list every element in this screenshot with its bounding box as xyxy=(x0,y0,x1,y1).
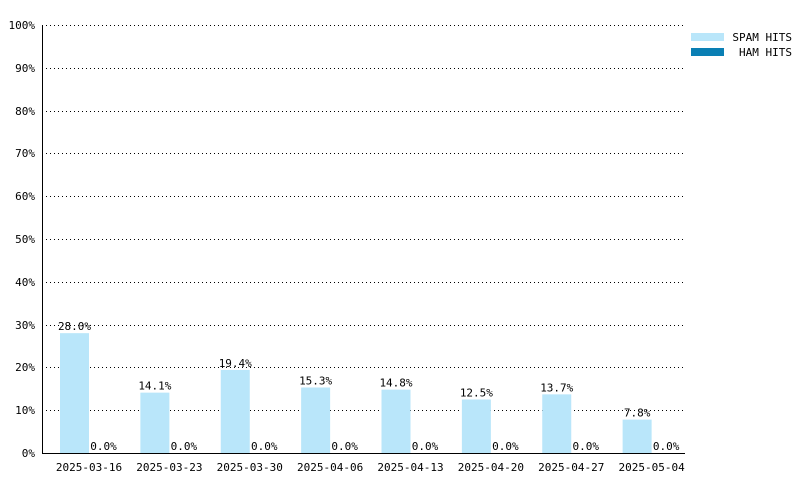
x-tick-label: 2025-03-16 xyxy=(56,461,122,474)
legend-label: HAM HITS xyxy=(739,46,792,59)
data-label: 14.1% xyxy=(138,380,171,393)
data-label: 28.0% xyxy=(58,320,91,333)
data-label: 0.0% xyxy=(331,440,358,453)
y-tick-label: 70% xyxy=(15,147,35,160)
x-tick-label: 2025-03-23 xyxy=(136,461,202,474)
data-label: 0.0% xyxy=(171,440,198,453)
legend-swatch xyxy=(691,48,724,56)
x-tick-label: 2025-04-06 xyxy=(297,461,363,474)
y-tick-label: 0% xyxy=(22,447,36,460)
x-tick-label: 2025-04-13 xyxy=(377,461,443,474)
data-label: 14.8% xyxy=(379,377,412,390)
legend-label: SPAM HITS xyxy=(732,31,792,44)
x-axis-ticks: 2025-03-16 2025-03-23 2025-03-30 2025-04-06… xyxy=(56,461,685,474)
data-label: 19.4% xyxy=(219,357,252,370)
x-tick-label: 2025-04-20 xyxy=(458,461,524,474)
y-tick-label: 100% xyxy=(9,19,36,32)
bar-spam xyxy=(622,419,652,453)
bar-spam xyxy=(220,369,250,453)
data-label: 13.7% xyxy=(540,381,573,394)
data-label: 0.0% xyxy=(653,440,680,453)
data-label: 12.5% xyxy=(460,387,493,400)
x-tick-label: 2025-05-04 xyxy=(619,461,686,474)
data-label: 0.0% xyxy=(251,440,278,453)
bar-spam xyxy=(301,387,331,453)
data-label: 0.0% xyxy=(492,440,519,453)
data-label: 15.3% xyxy=(299,375,332,388)
x-tick-label: 2025-04-27 xyxy=(538,461,604,474)
data-label: 0.0% xyxy=(90,440,117,453)
data-label: 7.8% xyxy=(624,407,651,420)
data-labels: 28.0% 0.0% 14.1% 0.0% 19.4% 0.0% 15.3% 0.0% 14.8… xyxy=(58,320,680,453)
bar-spam xyxy=(542,394,572,453)
bar-spam xyxy=(60,333,89,453)
x-tick-label: 2025-03-30 xyxy=(217,461,283,474)
y-tick-label: 50% xyxy=(15,233,35,246)
axes xyxy=(42,25,685,454)
y-tick-label: 20% xyxy=(15,361,35,374)
y-tick-label: 10% xyxy=(15,404,35,417)
y-axis-ticks: 0% 10% 20% 30% 40% 50% 60% 70% 80% 90% 100% xyxy=(9,19,36,460)
data-label: 0.0% xyxy=(573,440,600,453)
bar-spam xyxy=(140,392,170,453)
y-tick-label: 30% xyxy=(15,319,35,332)
bar-spam xyxy=(381,389,411,453)
gridlines xyxy=(42,25,685,411)
bar-spam xyxy=(461,399,491,453)
y-tick-label: 90% xyxy=(15,62,35,75)
data-label: 0.0% xyxy=(412,440,439,453)
y-tick-label: 60% xyxy=(15,190,35,203)
bars xyxy=(60,333,652,453)
legend-swatch xyxy=(691,33,724,41)
y-tick-label: 40% xyxy=(15,276,35,289)
y-tick-label: 80% xyxy=(15,105,35,118)
legend: SPAM HITS HAM HITS xyxy=(691,31,792,59)
